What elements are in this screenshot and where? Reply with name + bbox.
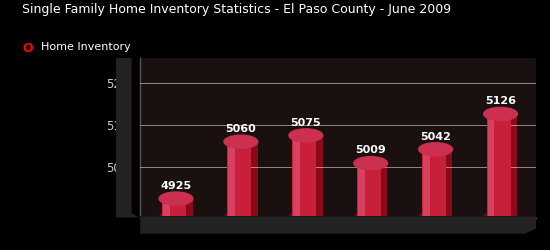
Ellipse shape (159, 211, 193, 224)
Text: 4925: 4925 (161, 181, 191, 191)
Bar (163, 198, 170, 218)
Bar (292, 136, 316, 218)
Bar (427, 149, 452, 218)
Polygon shape (140, 216, 536, 234)
Ellipse shape (354, 211, 388, 224)
Text: Single Family Home Inventory Statistics - El Paso County - June 2009: Single Family Home Inventory Statistics … (22, 2, 451, 16)
Text: 5060: 5060 (226, 124, 256, 134)
Ellipse shape (483, 211, 518, 224)
Text: O: O (22, 42, 32, 56)
Bar (423, 149, 430, 218)
Bar (167, 198, 192, 218)
Bar (293, 136, 300, 218)
Ellipse shape (224, 135, 258, 148)
Text: 5075: 5075 (290, 118, 321, 128)
Bar (487, 114, 511, 218)
Text: 5042: 5042 (420, 132, 451, 141)
Ellipse shape (159, 192, 193, 205)
Bar (297, 136, 322, 218)
Ellipse shape (419, 143, 453, 156)
Bar (228, 142, 235, 218)
Bar (162, 198, 186, 218)
Text: 5009: 5009 (355, 146, 386, 156)
Ellipse shape (289, 211, 323, 224)
Ellipse shape (224, 211, 258, 224)
Bar (227, 142, 251, 218)
Bar (492, 114, 517, 218)
Bar (357, 163, 381, 218)
Text: Home Inventory: Home Inventory (41, 42, 131, 52)
Bar (362, 163, 387, 218)
Text: 5126: 5126 (485, 96, 516, 106)
Bar (422, 149, 446, 218)
Ellipse shape (289, 129, 323, 142)
Bar (488, 114, 494, 218)
Bar (232, 142, 257, 218)
Bar (358, 163, 365, 218)
Ellipse shape (483, 108, 518, 120)
Ellipse shape (354, 157, 388, 170)
Ellipse shape (419, 211, 453, 224)
Polygon shape (116, 58, 139, 218)
